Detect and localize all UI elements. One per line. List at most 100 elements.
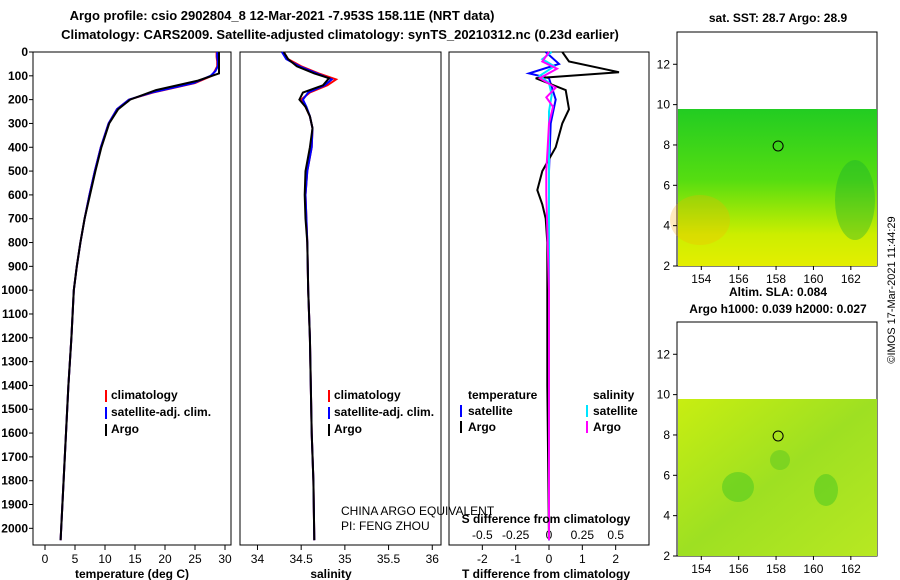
temperature-legend: climatology satellite-adj. clim. Argo bbox=[105, 388, 211, 436]
temperature-frame bbox=[32, 51, 232, 546]
salinity-panel: 34 34.5 35 35.5 36 salinity climatology sate… bbox=[239, 51, 495, 580]
legend-s-argo-diff-label: Argo bbox=[593, 420, 621, 434]
series-line-salinity-argo bbox=[537, 51, 560, 541]
difference-legend: temperature satellite Argo salinity sate… bbox=[460, 388, 638, 434]
sla-field bbox=[678, 399, 877, 556]
map-y-tick-label: 8 bbox=[663, 138, 670, 152]
salinity-series bbox=[281, 51, 339, 541]
x-tick-label: 34 bbox=[251, 552, 265, 566]
x2-tick-label: 0.25 bbox=[571, 528, 595, 542]
x2-tick-label: -0.25 bbox=[502, 528, 530, 542]
map-x-tick-label: 162 bbox=[841, 272, 861, 286]
sst-warm-patch bbox=[670, 195, 730, 245]
map-x-tick-label: 158 bbox=[766, 272, 786, 286]
salinity-xlabel: salinity bbox=[310, 567, 352, 580]
legend-temperature-header: temperature bbox=[468, 388, 538, 402]
title-line-1: Argo profile: csio 2902804_8 12-Mar-2021… bbox=[70, 8, 495, 23]
series-line-satellite-adj-clim- bbox=[281, 51, 334, 541]
sla-map-title-1: Altim. SLA: 0.084 bbox=[729, 285, 827, 299]
sla-map-title-2: Argo h1000: 0.039 h2000: 0.027 bbox=[689, 302, 867, 316]
x2-tick-label: 0.5 bbox=[607, 528, 624, 542]
depth-tick-label: 2000 bbox=[1, 521, 28, 535]
salinity-legend: climatology satellite-adj. clim. Argo bbox=[328, 388, 434, 436]
depth-tick-label: 1100 bbox=[2, 307, 28, 321]
map-x-tick-label: 156 bbox=[729, 562, 749, 576]
temperature-xlabel: temperature (deg C) bbox=[75, 567, 189, 580]
legend-t-satellite-label: satellite bbox=[468, 404, 513, 418]
depth-tick-label: 1800 bbox=[1, 474, 28, 488]
map-x-tick-label: 160 bbox=[803, 272, 823, 286]
x-tick-label: 2 bbox=[612, 552, 619, 566]
depth-tick-label: 700 bbox=[8, 212, 28, 226]
difference-series bbox=[525, 51, 620, 541]
map-y-tick-label: 10 bbox=[657, 98, 671, 112]
x-tick-label: -2 bbox=[477, 552, 488, 566]
x-tick-label: 34.5 bbox=[289, 552, 313, 566]
sla-patch-1 bbox=[722, 472, 754, 502]
map-y-tick-label: 2 bbox=[663, 549, 670, 563]
depth-tick-label: 1900 bbox=[1, 498, 28, 512]
map-y-tick-label: 10 bbox=[657, 388, 671, 402]
sst-map-axes: 154 156 158 160 162 12 10 8 6 4 2 bbox=[657, 57, 862, 286]
depth-tick-label: 900 bbox=[8, 259, 28, 273]
temperature-panel: 0 5 10 15 20 25 30 temperature (deg C) climato… bbox=[32, 51, 232, 580]
x-tick-label: 10 bbox=[98, 552, 112, 566]
x-tick-label: 35.5 bbox=[377, 552, 401, 566]
map-x-tick-label: 160 bbox=[803, 562, 823, 576]
depth-axis: 0 100 200 300 400 500 600 700 800 900 1000 1100 1200… bbox=[1, 45, 33, 535]
annotation-line-2: PI: FENG ZHOU bbox=[341, 519, 430, 533]
sst-map-title: sat. SST: 28.7 Argo: 28.9 bbox=[709, 11, 848, 25]
sla-map-axes: 154 156 158 160 162 12 10 8 6 4 2 bbox=[657, 347, 862, 576]
legend-argo-label: Argo bbox=[111, 422, 139, 436]
depth-tick-label: 1400 bbox=[1, 378, 28, 392]
legend-s-climatology-label: climatology bbox=[334, 388, 401, 402]
map-x-tick-label: 156 bbox=[729, 272, 749, 286]
difference-xlabel: T difference from climatology bbox=[462, 567, 630, 580]
sst-cool-patch bbox=[835, 160, 875, 240]
temperature-series bbox=[59, 52, 220, 541]
map-y-tick-label: 12 bbox=[657, 57, 671, 71]
difference-panel: -2 -1 0 1 2-0.5 -0.25 0 0.25 0.5 T difference fr… bbox=[448, 51, 650, 580]
map-y-tick-label: 8 bbox=[663, 428, 670, 442]
map-y-tick-label: 6 bbox=[663, 468, 670, 482]
series-line-satellite-adj-clim- bbox=[59, 52, 219, 541]
depth-tick-label: 500 bbox=[8, 164, 28, 178]
float-position-marker-sla bbox=[772, 430, 784, 442]
map-x-tick-label: 162 bbox=[841, 562, 861, 576]
map-y-tick-label: 4 bbox=[663, 509, 670, 523]
series-line-temperature-satellite bbox=[525, 51, 561, 541]
series-line-argo bbox=[59, 52, 220, 541]
depth-tick-label: 600 bbox=[8, 188, 28, 202]
depth-tick-label: 0 bbox=[21, 45, 28, 59]
depth-tick-label: 1200 bbox=[1, 331, 28, 345]
temperature-x-ticks: 0 5 10 15 20 25 30 bbox=[42, 545, 232, 566]
imos-stamp: ©IMOS 17-Mar-2021 11:44:29 bbox=[886, 216, 898, 363]
legend-salinity-header: salinity bbox=[593, 388, 635, 402]
legend-climatology-label: climatology bbox=[111, 388, 178, 402]
map-x-tick-label: 158 bbox=[766, 562, 786, 576]
x-tick-label: 30 bbox=[218, 552, 232, 566]
depth-tick-label: 800 bbox=[8, 236, 28, 250]
depth-tick-label: 1000 bbox=[1, 283, 28, 297]
sla-patch-3 bbox=[770, 450, 790, 470]
sst-field bbox=[678, 109, 877, 266]
x-tick-label: 20 bbox=[158, 552, 172, 566]
x-tick-label: -1 bbox=[510, 552, 521, 566]
depth-tick-label: 300 bbox=[8, 116, 28, 130]
map-y-tick-label: 12 bbox=[657, 347, 671, 361]
depth-tick-label: 1500 bbox=[1, 402, 28, 416]
sla-patch-2 bbox=[814, 474, 838, 506]
x-tick-label: 15 bbox=[128, 552, 142, 566]
map-y-tick-label: 6 bbox=[663, 178, 670, 192]
depth-tick-label: 400 bbox=[8, 140, 28, 154]
depth-tick-label: 1700 bbox=[1, 450, 28, 464]
x-tick-label: 36 bbox=[426, 552, 440, 566]
difference-xlabel2: S difference from climatology bbox=[462, 512, 631, 526]
map-x-tick-label: 154 bbox=[691, 272, 711, 286]
x-tick-label: 1 bbox=[579, 552, 586, 566]
map-x-tick-label: 154 bbox=[691, 562, 711, 576]
sst-map: 154 156 158 160 162 12 10 8 6 4 2 bbox=[657, 31, 878, 286]
salinity-frame bbox=[239, 51, 442, 546]
float-position-marker bbox=[772, 140, 784, 152]
depth-tick-label: 1600 bbox=[1, 426, 28, 440]
